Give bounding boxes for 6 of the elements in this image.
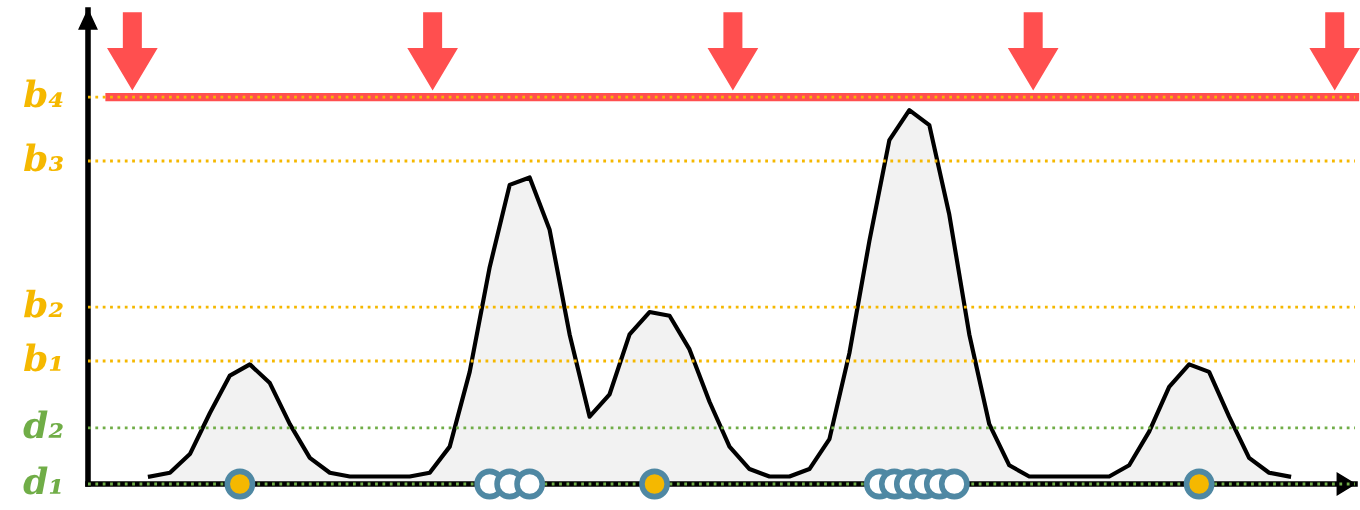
ref-line-label: b₂	[24, 289, 63, 318]
ref-line-label: b₄	[24, 79, 63, 108]
ref-line-label: d₂	[23, 410, 63, 439]
ref-line-label: d₁	[23, 466, 61, 495]
ref-line-label: b₃	[24, 143, 63, 172]
ref-line-label: b₁	[24, 343, 61, 372]
